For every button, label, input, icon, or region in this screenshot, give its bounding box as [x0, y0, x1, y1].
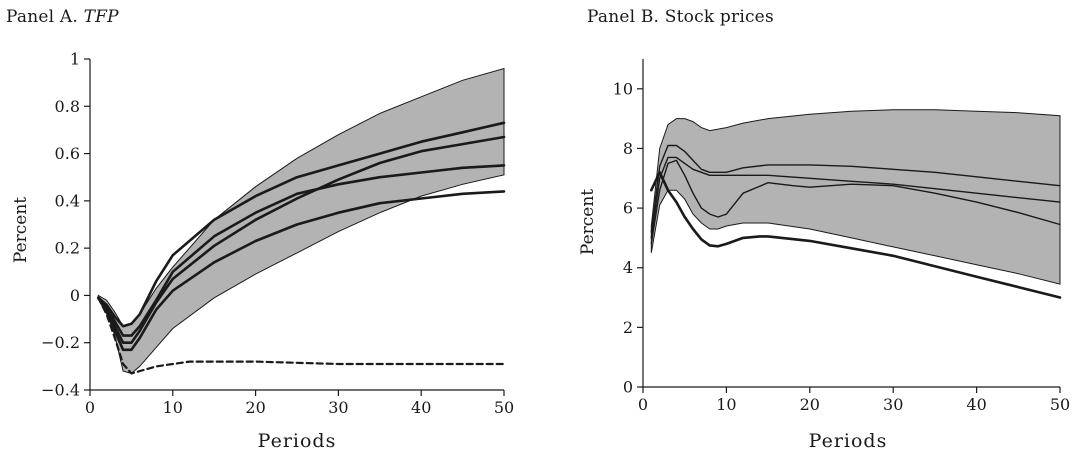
panel-b-axes-layer: 0 10 20 30 40 50 0 2 4 6 8 10: [613, 59, 1070, 414]
panel-a-title: Panel A. TFP: [6, 7, 119, 27]
panel-b-x-tick-label: 20: [800, 395, 820, 414]
panel-a-title-prefix: Panel A.: [6, 7, 78, 27]
panel-a-series-line-3: [97, 135, 506, 345]
panel-b-y-tick-label: 6: [623, 199, 633, 218]
panel-b-x-tick-label: 30: [883, 395, 903, 414]
panel-a-y-tick-label: 1: [70, 50, 80, 69]
panel-b-series-line-4: [649, 171, 1062, 299]
panel-b-y-tick-label: 0: [623, 378, 633, 397]
panel-a-ylabel: Percent: [11, 197, 31, 263]
panel-b-title-prefix: Panel B.: [587, 7, 660, 27]
panel-b-series-line-2: [650, 156, 1061, 239]
panel-a-x-tick-label: 10: [163, 398, 183, 417]
panel-a-y-tick-label: −0.2: [41, 333, 80, 352]
panel-b-confidence-band: [650, 109, 1061, 285]
panel-b-x-tick-label: 0: [638, 395, 648, 414]
panel-b-y-tick-label: 4: [623, 258, 633, 277]
panel-b-x-tick-label: 50: [1050, 395, 1070, 414]
panel-a-axes-layer: 0 10 20 30 40 50 −0.4 −0.2 0 0.2 0.4 0.6 0.8 1: [41, 50, 514, 418]
panel-a-title-text: TFP: [83, 7, 119, 27]
panel-a-series-line-2: [97, 164, 506, 337]
panel-a-confidence-band: [97, 67, 505, 374]
panel-a-xlabel: Periods: [258, 430, 337, 452]
panel-b-ylabel: Percent: [578, 189, 598, 255]
panel-b-title: Panel B. Stock prices: [587, 7, 774, 27]
panel-a-y-tick-label: −0.4: [41, 381, 80, 400]
panel-b-x-tick-label: 40: [966, 395, 986, 414]
panel-b-y-tick-label: 2: [623, 318, 633, 337]
panel-b-y-tick-label: 10: [613, 79, 633, 98]
panel-a-chart: 0 10 20 30 40 50 −0.4 −0.2 0 0.2 0.4 0.6 0.8 1 Percen…: [11, 50, 514, 453]
panel-a-lines-layer: [97, 121, 506, 375]
panel-b-band-layer: [650, 109, 1061, 285]
panel-b-series-line-3: [650, 159, 1061, 245]
panel-a-band-layer: [97, 67, 505, 374]
panel-a-x-tick-label: 30: [328, 398, 348, 417]
panel-b-xlabel: Periods: [809, 430, 888, 452]
panel-b-chart: 0 10 20 30 40 50 0 2 4 6 8 10 Percent Periods: [578, 59, 1070, 452]
panel-b-lines-layer: [649, 144, 1062, 299]
panel-a-y-tick-label: 0.2: [55, 239, 80, 258]
panel-b-title-text: Stock prices: [664, 7, 774, 27]
panel-a-y-tick-label: 0.8: [55, 97, 80, 116]
panel-a-x-tick-label: 0: [85, 398, 95, 417]
panel-b-series-line-1: [650, 144, 1061, 233]
panel-b-y-tick-label: 8: [623, 139, 633, 158]
panel-a-x-tick-label: 40: [411, 398, 431, 417]
panel-a-x-tick-label: 20: [245, 398, 265, 417]
panel-a-x-tick-label: 50: [494, 398, 514, 417]
panel-a-series-line-1: [97, 121, 506, 328]
panel-a-y-tick-label: 0.4: [55, 191, 80, 210]
panel-b-x-tick-label: 10: [716, 395, 736, 414]
panel-a-y-tick-label: 0.6: [55, 144, 80, 163]
panel-a-series-line-4: [97, 190, 506, 352]
panel-a-y-tick-label: 0: [70, 286, 80, 305]
